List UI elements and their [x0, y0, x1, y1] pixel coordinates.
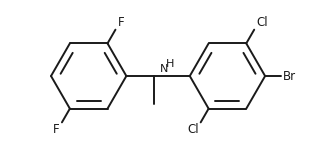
Text: Cl: Cl [256, 16, 268, 29]
Text: H: H [166, 59, 174, 69]
Text: F: F [53, 123, 60, 136]
Text: F: F [118, 16, 124, 29]
Text: Br: Br [283, 70, 296, 83]
Text: N: N [160, 64, 168, 74]
Text: Cl: Cl [187, 123, 199, 136]
